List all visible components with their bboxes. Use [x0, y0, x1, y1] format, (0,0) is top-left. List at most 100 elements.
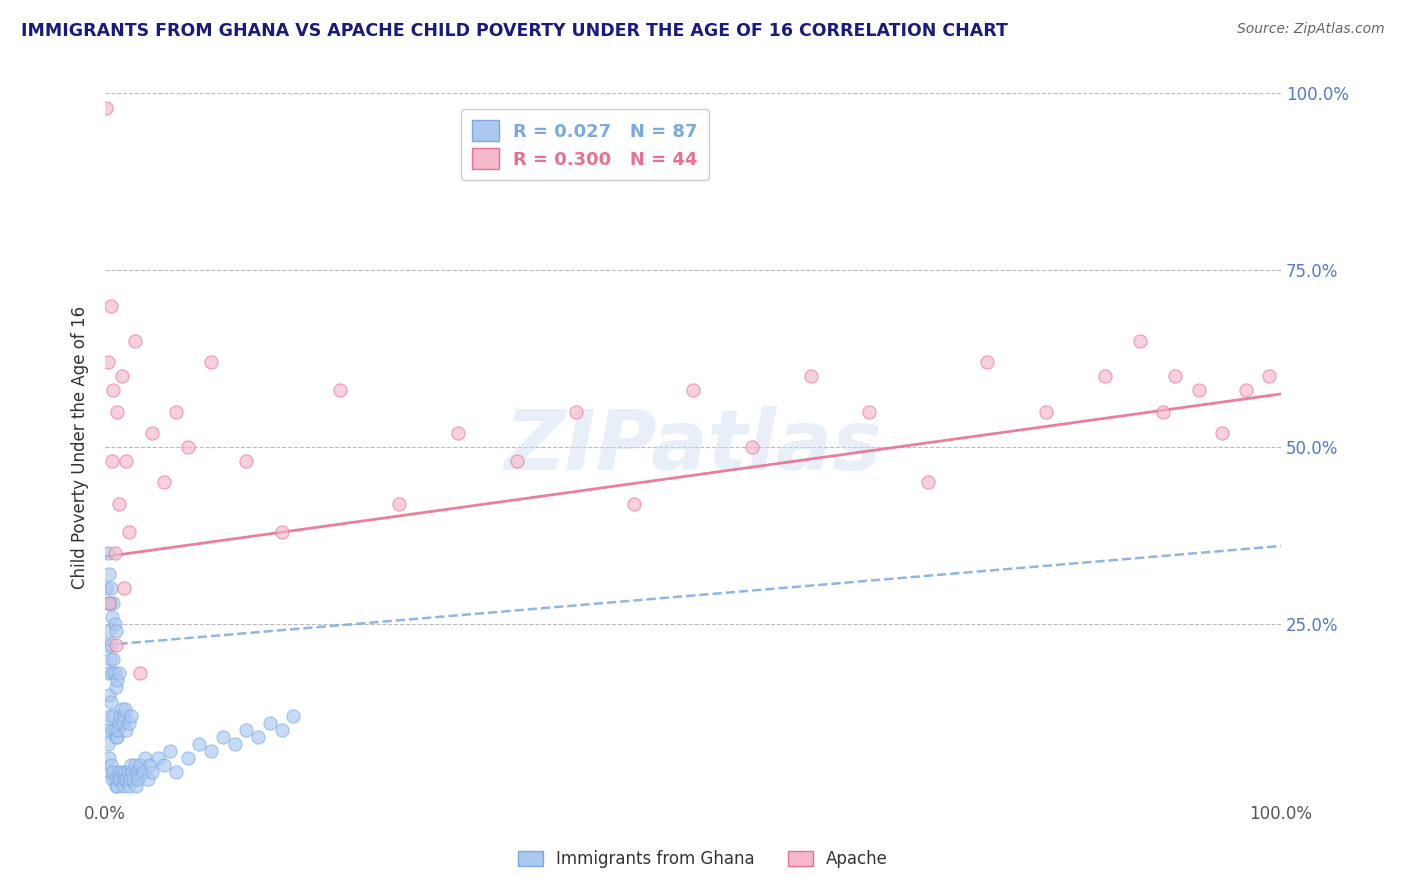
- Point: [110, 708, 132, 723]
- Point: [564, 404, 586, 418]
- Point: [176, 440, 198, 454]
- Point: [117, 765, 139, 780]
- Point: [100, 638, 122, 652]
- Point: [103, 652, 125, 666]
- Point: [1035, 404, 1057, 418]
- Point: [283, 708, 305, 723]
- Point: [101, 666, 124, 681]
- Point: [917, 475, 939, 490]
- Point: [858, 404, 880, 418]
- Point: [108, 497, 131, 511]
- Point: [1234, 384, 1257, 398]
- Point: [224, 737, 246, 751]
- Point: [101, 723, 124, 737]
- Point: [125, 765, 148, 780]
- Point: [259, 715, 281, 730]
- Point: [107, 723, 129, 737]
- Point: [159, 744, 181, 758]
- Point: [132, 765, 155, 780]
- Point: [115, 772, 138, 787]
- Text: ZIPatlas: ZIPatlas: [505, 407, 882, 488]
- Point: [165, 404, 187, 418]
- Point: [112, 582, 135, 596]
- Point: [118, 715, 141, 730]
- Point: [108, 765, 131, 780]
- Point: [129, 758, 152, 772]
- Point: [110, 772, 132, 787]
- Point: [96, 101, 118, 115]
- Point: [153, 758, 176, 772]
- Point: [111, 765, 134, 780]
- Point: [104, 616, 127, 631]
- Point: [235, 454, 257, 468]
- Point: [104, 638, 127, 652]
- Point: [96, 638, 118, 652]
- Point: [105, 673, 128, 688]
- Point: [114, 765, 136, 780]
- Point: [107, 772, 129, 787]
- Point: [134, 751, 156, 765]
- Point: [136, 772, 159, 787]
- Point: [105, 780, 128, 794]
- Point: [103, 384, 125, 398]
- Point: [96, 582, 118, 596]
- Point: [104, 546, 127, 560]
- Point: [105, 404, 128, 418]
- Point: [98, 708, 121, 723]
- Point: [141, 425, 163, 440]
- Point: [1258, 369, 1281, 384]
- Point: [800, 369, 823, 384]
- Point: [247, 730, 270, 744]
- Point: [447, 425, 470, 440]
- Point: [118, 524, 141, 539]
- Point: [111, 701, 134, 715]
- Point: [104, 780, 127, 794]
- Point: [114, 701, 136, 715]
- Point: [976, 355, 998, 369]
- Point: [139, 758, 162, 772]
- Point: [165, 765, 187, 780]
- Point: [101, 609, 124, 624]
- Point: [108, 666, 131, 681]
- Point: [103, 765, 125, 780]
- Point: [115, 454, 138, 468]
- Point: [97, 751, 120, 765]
- Point: [100, 582, 122, 596]
- Point: [101, 772, 124, 787]
- Point: [97, 355, 120, 369]
- Point: [125, 780, 148, 794]
- Point: [97, 624, 120, 638]
- Legend: Immigrants from Ghana, Apache: Immigrants from Ghana, Apache: [512, 844, 894, 875]
- Point: [1129, 334, 1152, 348]
- Legend: R = 0.027   N = 87, R = 0.300   N = 44: R = 0.027 N = 87, R = 0.300 N = 44: [461, 110, 709, 180]
- Point: [121, 765, 143, 780]
- Point: [200, 744, 222, 758]
- Point: [124, 758, 146, 772]
- Point: [118, 772, 141, 787]
- Point: [211, 730, 233, 744]
- Point: [506, 454, 529, 468]
- Point: [146, 751, 169, 765]
- Point: [1152, 404, 1174, 418]
- Point: [141, 765, 163, 780]
- Point: [97, 737, 120, 751]
- Point: [1094, 369, 1116, 384]
- Point: [682, 384, 704, 398]
- Point: [270, 524, 292, 539]
- Point: [153, 475, 176, 490]
- Point: [118, 780, 141, 794]
- Point: [1164, 369, 1187, 384]
- Point: [98, 596, 121, 610]
- Point: [1188, 384, 1211, 398]
- Point: [104, 730, 127, 744]
- Point: [188, 737, 211, 751]
- Point: [115, 723, 138, 737]
- Point: [104, 772, 127, 787]
- Point: [104, 681, 127, 695]
- Point: [97, 567, 120, 582]
- Point: [1211, 425, 1233, 440]
- Point: [129, 666, 152, 681]
- Point: [741, 440, 763, 454]
- Point: [112, 772, 135, 787]
- Point: [104, 624, 127, 638]
